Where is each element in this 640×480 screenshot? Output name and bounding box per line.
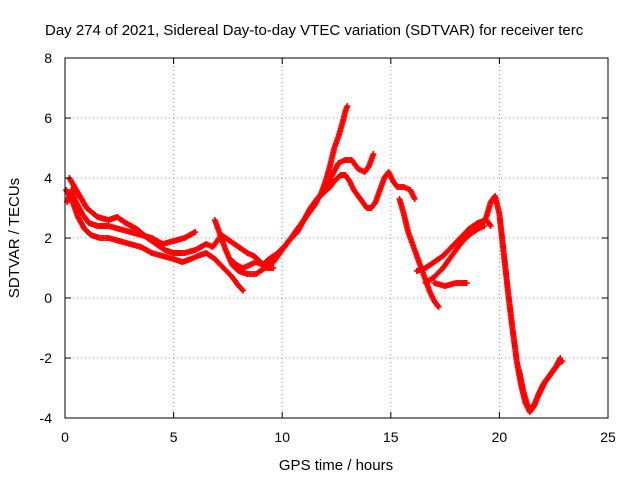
chart-title: Day 274 of 2021, Sidereal Day-to-day VTE… [45,22,584,39]
data-series [211,169,418,277]
data-series [64,187,199,247]
data-series [479,193,564,415]
x-axis-label: GPS time / hours [279,457,393,474]
y-tick-label: 8 [44,50,52,66]
x-tick-label: 20 [492,429,508,445]
data-points [63,103,566,415]
y-tick-label: 2 [44,230,52,246]
data-point-marker [370,151,377,157]
data-point-marker [344,103,351,109]
data-series [515,358,566,412]
data-series [322,151,377,193]
y-tick-label: 6 [44,110,52,126]
data-series [396,196,442,310]
data-point-marker [435,304,442,310]
data-series [66,175,277,271]
data-point-marker [239,286,246,293]
x-tick-label: 25 [600,429,616,445]
data-point-marker [240,287,247,294]
x-tick-label: 5 [170,429,178,445]
x-tick-label: 15 [383,429,399,445]
x-tick-label: 10 [274,429,290,445]
y-tick-label: -4 [40,410,53,426]
y-tick-label: 4 [44,170,52,186]
data-point-marker [192,229,199,235]
data-point-marker [487,223,494,229]
data-series [431,280,470,289]
y-tick-label: 0 [44,290,52,306]
data-point-marker [411,196,418,202]
y-axis-label: SDTVAR / TECUs [6,178,23,298]
axis-ticks: 0 5 10 15 20 25 -4 -2 0 2 4 6 8 [40,50,616,445]
data-point-marker [463,280,470,286]
data-point-marker [559,358,566,364]
data-series [422,223,488,286]
data-point-marker [270,265,277,271]
y-tick-label: -2 [40,350,53,366]
x-tick-label: 0 [61,429,69,445]
